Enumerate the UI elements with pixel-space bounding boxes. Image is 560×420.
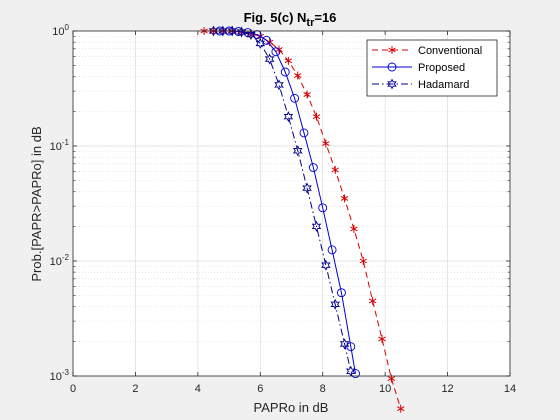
data-point-hadamard	[246, 29, 256, 41]
x-tick-label: 14	[504, 383, 516, 395]
plot-frame	[72, 30, 511, 377]
legend-items: Conventional Proposed Hadamard	[372, 45, 482, 91]
legend-item-conventional: Conventional	[372, 45, 482, 57]
x-tick-label: 6	[257, 383, 263, 395]
y-axis-label: Prob.[PAPR>PAPRo] in dB	[29, 126, 44, 281]
data-point-hadamard	[283, 111, 294, 123]
x-axis-label: PAPRo in dB	[254, 400, 329, 415]
data-point-proposed	[346, 342, 356, 352]
data-point-hadamard	[208, 25, 219, 37]
data-point-hadamard	[236, 26, 247, 38]
data-point-proposed	[290, 93, 300, 103]
data-point-conventional	[331, 165, 339, 174]
data-point-conventional	[322, 139, 330, 148]
legend: Conventional Proposed Hadamard	[366, 39, 498, 97]
legend-item-proposed: Proposed	[372, 62, 465, 74]
chart-title: Fig. 5(c) Ntr=16	[244, 10, 337, 29]
data-point-hadamard	[292, 145, 303, 157]
x-tick-label: 4	[195, 383, 201, 395]
data-point-proposed	[336, 288, 346, 298]
legend-item-hadamard: Hadamard	[372, 78, 469, 91]
legend-label-hadamard: Hadamard	[418, 79, 469, 91]
y-tick-label: 10-3	[50, 368, 70, 383]
x-tick-label: 0	[70, 383, 76, 395]
data-point-proposed	[327, 245, 337, 255]
y-tick-label: 10-1	[50, 138, 70, 153]
data-point-conventional	[340, 194, 349, 203]
legend-marker-proposed	[387, 62, 397, 72]
data-point-hadamard	[274, 79, 284, 91]
data-point-conventional	[350, 224, 358, 233]
data-point-proposed	[308, 163, 318, 172]
data-point-conventional	[359, 257, 368, 265]
data-point-proposed	[299, 128, 309, 138]
axis-ticks: 0 2 4 6 8 10 12 14 100 10-1 10-2 10-3	[50, 23, 517, 395]
x-tick-label: 10	[379, 383, 391, 395]
series-hadamard	[208, 25, 356, 377]
data-point-proposed	[262, 35, 271, 45]
legend-marker-hadamard	[387, 78, 397, 90]
data-point-conventional	[368, 296, 377, 305]
data-point-conventional	[294, 71, 302, 80]
data-point-hadamard	[227, 25, 237, 37]
data-point-hadamard	[302, 182, 312, 194]
data-point-hadamard	[311, 220, 322, 232]
chart-title-subscript: tr	[306, 17, 315, 29]
data-point-conventional	[378, 334, 386, 343]
data-point-proposed	[318, 203, 328, 213]
series-line-hadamard	[213, 30, 352, 372]
data-point-hadamard	[321, 259, 331, 271]
x-tick-label: 8	[320, 383, 326, 395]
data-point-hadamard	[264, 53, 275, 65]
data-point-conventional	[397, 404, 405, 413]
data-point-hadamard	[339, 338, 350, 350]
legend-label-conventional: Conventional	[418, 45, 482, 57]
data-point-proposed	[280, 67, 290, 77]
data-point-hadamard	[218, 25, 228, 37]
data-point-hadamard	[330, 298, 340, 310]
legend-label-proposed: Proposed	[418, 62, 465, 74]
data-point-proposed	[271, 47, 281, 57]
data-point-conventional	[303, 90, 311, 99]
chart-title-main: Fig. 5(c) N	[244, 10, 307, 25]
x-tick-label: 2	[132, 383, 138, 395]
data-point-hadamard	[255, 37, 266, 49]
data-point-conventional	[284, 56, 293, 65]
legend-marker-conventional	[388, 46, 396, 54]
y-tick-label: 100	[52, 23, 69, 38]
data-point-conventional	[312, 112, 321, 121]
chart-title-suffix: =16	[314, 10, 336, 25]
x-tick-label: 12	[441, 383, 453, 395]
legend-box	[366, 39, 498, 97]
y-tick-label: 10-2	[50, 253, 70, 268]
